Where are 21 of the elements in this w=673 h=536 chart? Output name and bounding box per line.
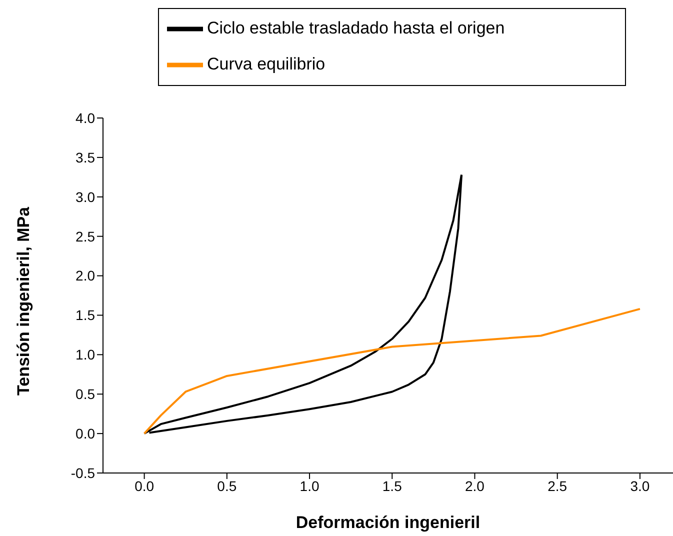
legend-label: Curva equilibrio xyxy=(207,54,326,74)
y-tick-label: 3.5 xyxy=(76,149,96,166)
y-tick-label: 1.5 xyxy=(76,307,96,324)
y-tick-label: 1.0 xyxy=(76,346,96,363)
y-tick-label: 2.0 xyxy=(76,268,96,284)
x-tick-label: 0.5 xyxy=(217,478,237,494)
y-tick-label: -0.5 xyxy=(70,464,96,481)
y-axis-title: Tensión ingenieril, MPa xyxy=(14,206,34,396)
x-tick-label: 2.5 xyxy=(548,478,568,494)
x-tick-label: 1.0 xyxy=(300,478,320,494)
x-tick-label: 0.0 xyxy=(134,478,154,494)
y-tick-label: 4.0 xyxy=(76,110,96,126)
x-tick-label: 3.0 xyxy=(630,478,650,494)
x-tick-label: 1.5 xyxy=(382,478,402,494)
x-tick-label: 2.0 xyxy=(465,478,485,494)
legend-label: Ciclo estable trasladado hasta el origen xyxy=(207,18,505,38)
x-axis-title: Deformación ingenieril xyxy=(296,513,480,532)
y-tick-label: 0.0 xyxy=(76,426,96,442)
y-tick-label: 3.0 xyxy=(76,188,96,205)
y-tick-label: 0.5 xyxy=(76,386,96,402)
y-tick-label: 2.5 xyxy=(76,228,96,244)
